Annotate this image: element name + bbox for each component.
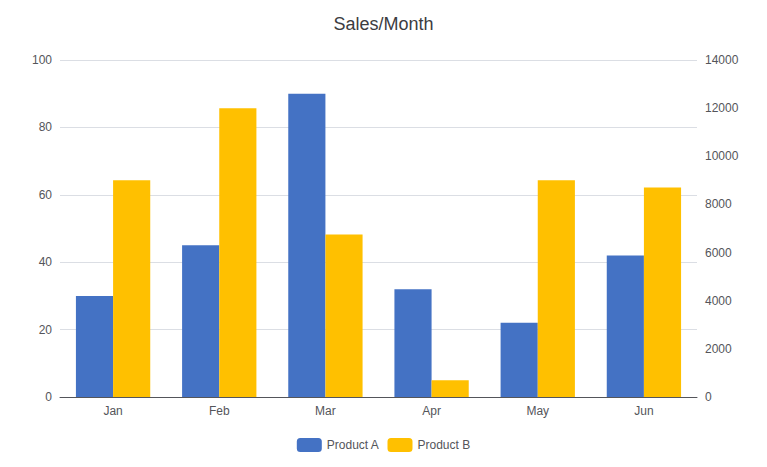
svg-text:Feb: Feb [209, 404, 230, 418]
svg-text:6000: 6000 [705, 246, 732, 260]
svg-text:80: 80 [39, 120, 53, 134]
svg-text:Sales/Month: Sales/Month [333, 14, 433, 34]
svg-text:4000: 4000 [705, 294, 732, 308]
svg-text:14000: 14000 [705, 53, 739, 67]
svg-text:Product A: Product A [327, 438, 379, 452]
svg-text:0: 0 [705, 390, 712, 404]
svg-text:40: 40 [39, 255, 53, 269]
svg-text:60: 60 [39, 188, 53, 202]
svg-text:Jan: Jan [103, 404, 122, 418]
svg-text:Product B: Product B [418, 438, 471, 452]
svg-text:12000: 12000 [705, 101, 739, 115]
svg-text:8000: 8000 [705, 197, 732, 211]
svg-text:20: 20 [39, 323, 53, 337]
svg-text:Apr: Apr [422, 404, 441, 418]
svg-text:2000: 2000 [705, 342, 732, 356]
svg-text:Jun: Jun [634, 404, 653, 418]
svg-text:10000: 10000 [705, 149, 739, 163]
svg-text:100: 100 [32, 53, 52, 67]
svg-text:Mar: Mar [315, 404, 336, 418]
svg-text:May: May [526, 404, 549, 418]
svg-text:0: 0 [45, 390, 52, 404]
